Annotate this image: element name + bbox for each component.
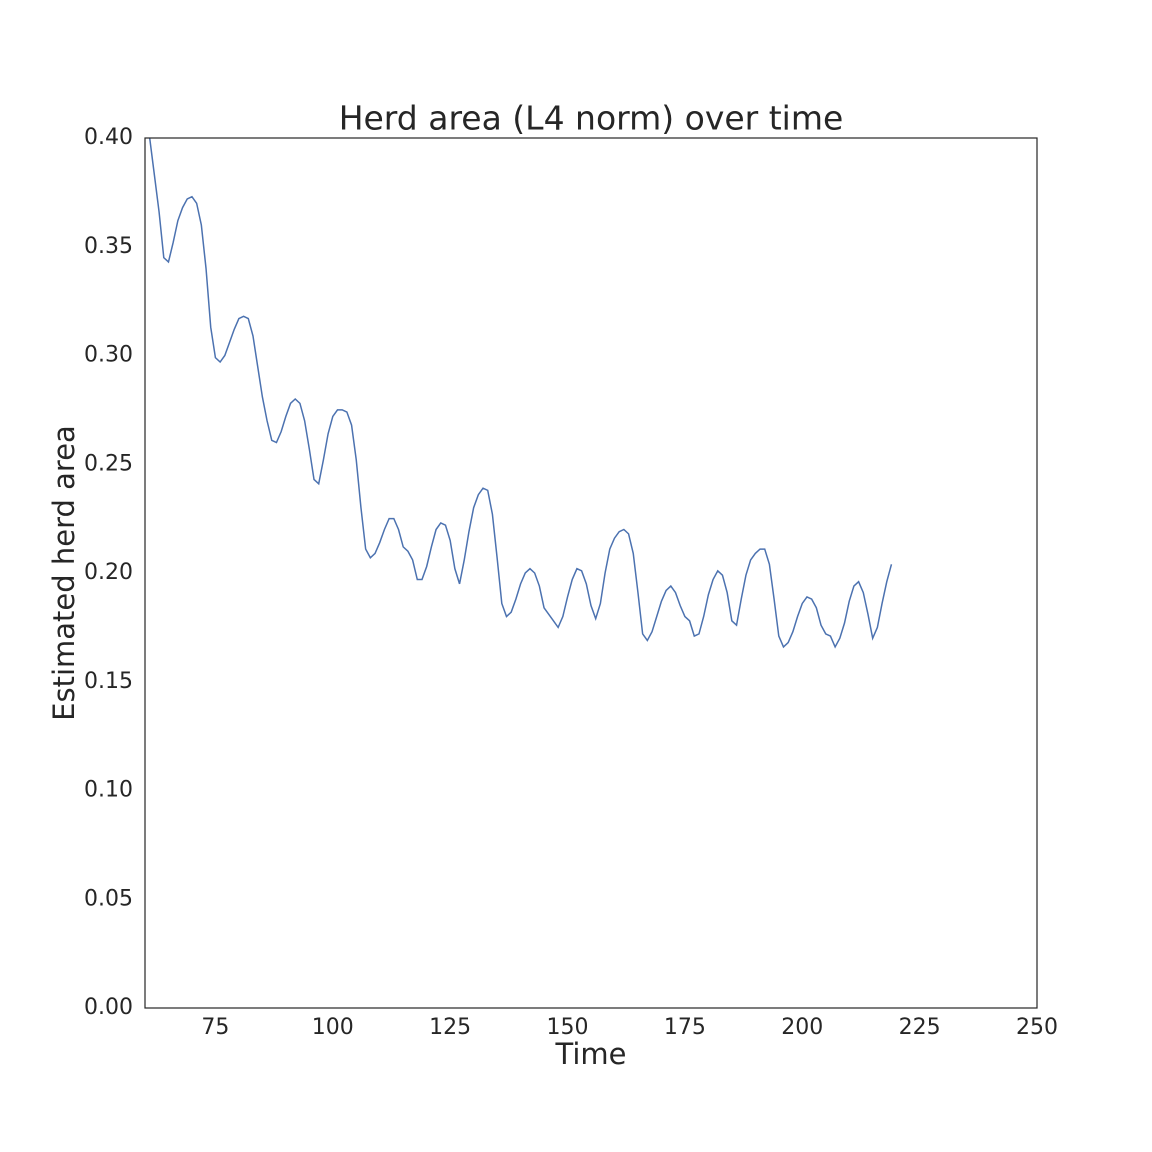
y-tick-label: 0.00 xyxy=(84,995,133,1020)
y-tick-label: 0.15 xyxy=(84,669,133,694)
chart-title: Herd area (L4 norm) over time xyxy=(339,99,844,138)
x-tick-label: 175 xyxy=(664,1015,706,1040)
x-tick-label: 225 xyxy=(899,1015,941,1040)
y-tick-label: 0.05 xyxy=(84,886,133,911)
y-tick-label: 0.20 xyxy=(84,560,133,585)
x-tick-label: 200 xyxy=(781,1015,823,1040)
y-tick-label: 0.35 xyxy=(84,234,133,259)
y-tick-label: 0.30 xyxy=(84,343,133,368)
plot-frame xyxy=(144,137,1038,1009)
x-tick-label: 250 xyxy=(1016,1015,1058,1040)
y-tick-label: 0.10 xyxy=(84,778,133,803)
y-tick-label: 0.25 xyxy=(84,451,133,476)
x-tick-label: 150 xyxy=(547,1015,589,1040)
line-series xyxy=(148,138,893,649)
y-axis-label: Estimated herd area xyxy=(47,425,81,721)
x-tick-label: 75 xyxy=(201,1015,229,1040)
y-tick-label: 0.40 xyxy=(84,125,133,150)
x-axis-label: Time xyxy=(555,1037,627,1071)
x-tick-label: 125 xyxy=(429,1015,471,1040)
x-tick-label: 100 xyxy=(312,1015,354,1040)
